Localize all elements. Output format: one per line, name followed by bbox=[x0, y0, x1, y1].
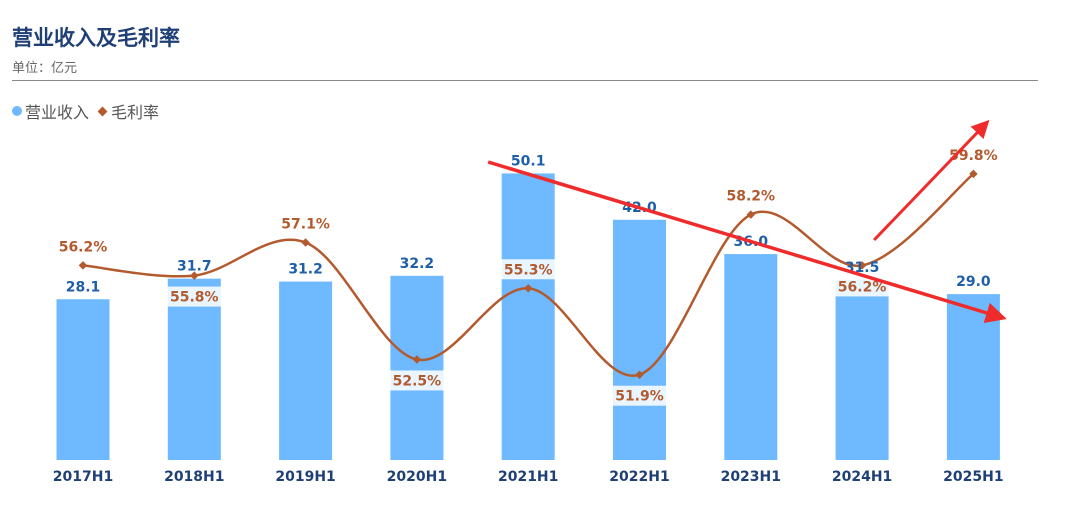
revenue-bar bbox=[946, 294, 1000, 460]
margin-label-bg bbox=[723, 185, 778, 206]
margin-value-label: 51.9% bbox=[615, 389, 664, 405]
revenue-value-label: 32.2 bbox=[400, 256, 435, 272]
trend-arrows bbox=[487, 119, 1007, 323]
category-label: 2018H1 bbox=[164, 469, 224, 485]
legend-margin-label: 毛利率 bbox=[111, 103, 160, 122]
legend: 营业收入 毛利率 bbox=[12, 99, 159, 123]
revenue-bar bbox=[613, 219, 666, 460]
chart-title: 营业收入及毛利率 bbox=[12, 26, 180, 50]
revenue-value-label: 29.0 bbox=[956, 274, 991, 290]
chart-unit: 单位：亿元 bbox=[12, 61, 78, 76]
margin-point bbox=[523, 284, 533, 293]
legend-revenue-marker bbox=[12, 106, 22, 116]
chart-labels: 28.1 2017H1 31.7 2018H1 31.2 2019H1 32.2 2020H1… bbox=[53, 144, 1004, 485]
category-label: 2025H1 bbox=[943, 469, 1003, 485]
margin-label-bg bbox=[612, 385, 667, 406]
divider bbox=[12, 80, 1038, 81]
category-label: 2020H1 bbox=[387, 469, 447, 485]
margin-value-label: 55.8% bbox=[170, 290, 219, 306]
category-label: 2022H1 bbox=[609, 469, 669, 485]
category-label: 2021H1 bbox=[498, 469, 558, 485]
revenue-bar bbox=[724, 254, 778, 460]
margin-line bbox=[78, 169, 978, 379]
margin-point bbox=[412, 355, 422, 364]
margin-point bbox=[190, 271, 199, 280]
revenue-bar bbox=[167, 278, 221, 460]
revenue-bar bbox=[56, 299, 110, 460]
margin-label-bg bbox=[501, 259, 556, 280]
revenue-value-label: 31.2 bbox=[288, 262, 323, 278]
margin-point bbox=[857, 261, 867, 270]
margin-line-path bbox=[82, 172, 975, 377]
margin-value-label: 56.2% bbox=[59, 239, 108, 255]
margin-label-bg bbox=[389, 370, 444, 391]
revenue-value-label: 28.1 bbox=[66, 279, 101, 295]
revenue-bar bbox=[501, 173, 555, 461]
category-label: 2017H1 bbox=[53, 469, 113, 485]
up-trend-arrow bbox=[873, 119, 990, 242]
margin-value-label: 56.2% bbox=[838, 279, 887, 295]
margin-label-bg bbox=[835, 276, 890, 297]
legend-revenue-label: 营业收入 bbox=[25, 103, 90, 122]
category-label: 2023H1 bbox=[721, 469, 781, 485]
category-label: 2019H1 bbox=[275, 469, 335, 485]
margin-label-bg bbox=[278, 213, 333, 234]
revenue-bar bbox=[390, 275, 444, 460]
revenue-bar bbox=[279, 281, 333, 460]
margin-label-bg bbox=[167, 286, 222, 307]
margin-point bbox=[78, 261, 88, 270]
revenue-value-label: 31.7 bbox=[177, 259, 212, 275]
margin-value-label: 57.1% bbox=[281, 217, 330, 233]
margin-value-label: 59.8% bbox=[949, 148, 998, 164]
margin-point bbox=[301, 238, 310, 247]
margin-point bbox=[635, 370, 644, 379]
down-trend-arrow bbox=[487, 160, 1007, 323]
margin-value-label: 52.5% bbox=[393, 373, 442, 389]
margin-value-label: 55.3% bbox=[504, 262, 553, 278]
revenue-value-label: 50.1 bbox=[511, 153, 546, 169]
category-label: 2024H1 bbox=[832, 469, 892, 485]
margin-value-label: 58.2% bbox=[727, 189, 776, 205]
revenue-bars bbox=[56, 173, 1000, 461]
margin-label-bg bbox=[56, 236, 110, 257]
revenue-bar bbox=[835, 279, 889, 460]
